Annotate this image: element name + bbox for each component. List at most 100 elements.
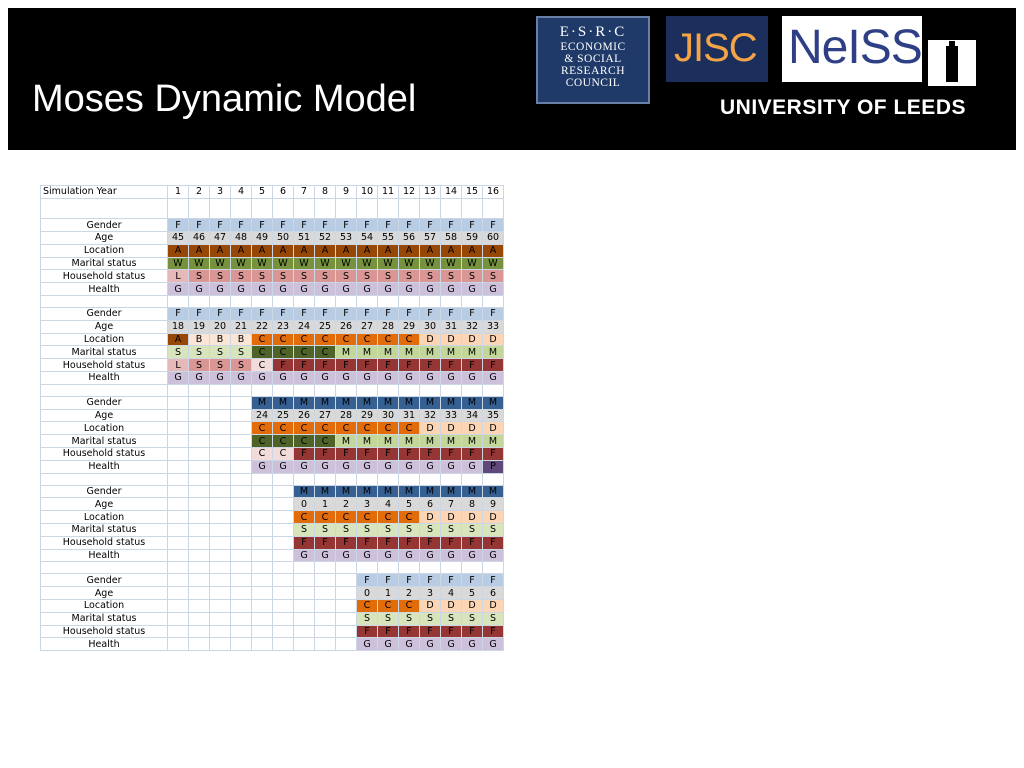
attribute-cell: C	[251, 358, 273, 373]
attribute-cell	[272, 497, 294, 512]
attribute-cell: M	[314, 484, 336, 499]
attribute-cell: C	[314, 510, 336, 525]
spacer-cell	[272, 197, 294, 220]
attribute-label: Household status	[40, 269, 168, 284]
attribute-cell: F	[167, 307, 189, 321]
attribute-cell: L	[167, 358, 189, 373]
attribute-row: Household status F F F F F F F	[40, 624, 504, 639]
attribute-cell: S	[272, 269, 294, 284]
attribute-cell: M	[356, 395, 378, 410]
spacer-cell	[188, 197, 210, 220]
attribute-cell: 5	[461, 586, 483, 601]
attribute-row: Health G G G G G G G G G G G G G G G G	[40, 371, 504, 385]
year-header-cell: 9	[335, 185, 357, 199]
attribute-label: Age	[40, 319, 168, 334]
attribute-cell: S	[482, 269, 504, 284]
attribute-cell	[209, 573, 231, 588]
university-of-leeds-logo: UNIVERSITY OF LEEDS	[720, 96, 966, 119]
attribute-cell: M	[440, 345, 462, 360]
attribute-cell: F	[356, 218, 378, 233]
attribute-cell: G	[314, 548, 336, 563]
attribute-cell	[209, 611, 231, 626]
year-header-cell: 13	[419, 185, 441, 199]
attribute-cell: G	[398, 371, 420, 385]
attribute-cell: M	[461, 395, 483, 410]
attribute-cell: F	[440, 624, 462, 639]
attribute-cell: F	[293, 447, 315, 461]
attribute-cell	[293, 573, 315, 588]
attribute-cell: C	[293, 434, 315, 449]
attribute-cell: G	[398, 548, 420, 563]
attribute-cell: 29	[398, 319, 420, 334]
attribute-cell: M	[482, 395, 504, 410]
attribute-cell	[251, 497, 273, 512]
attribute-cell: G	[251, 282, 273, 297]
attribute-cell: D	[482, 332, 504, 347]
year-header-cell: 3	[209, 185, 231, 199]
attribute-cell: G	[461, 459, 483, 474]
attribute-cell: G	[482, 637, 504, 652]
attribute-cell: M	[482, 434, 504, 449]
spacer-cell	[440, 295, 462, 309]
attribute-label: Age	[40, 231, 168, 245]
attribute-cell: S	[419, 523, 441, 537]
attribute-cell	[167, 510, 189, 525]
attribute-cell: F	[419, 573, 441, 588]
attribute-cell: S	[419, 611, 441, 626]
attribute-row: Location C C C C C C D D D D	[40, 510, 504, 525]
attribute-cell: 51	[293, 231, 315, 245]
attribute-row: Marital status C C C C M M M M M M M M	[40, 434, 504, 449]
attribute-cell: F	[314, 447, 336, 461]
attribute-cell: G	[398, 459, 420, 474]
attribute-cell: 1	[377, 586, 399, 601]
attribute-cell: 21	[230, 319, 252, 334]
spacer-cell	[356, 383, 378, 397]
attribute-cell: C	[335, 510, 357, 525]
attribute-label: Marital status	[40, 523, 168, 537]
attribute-cell: S	[461, 269, 483, 284]
attribute-cell: F	[314, 358, 336, 373]
attribute-cell: C	[314, 434, 336, 449]
attribute-cell: G	[377, 459, 399, 474]
attribute-label: Gender	[40, 218, 168, 233]
attribute-cell: W	[461, 256, 483, 271]
attribute-cell: M	[356, 484, 378, 499]
attribute-cell: M	[440, 395, 462, 410]
attribute-cell: C	[293, 345, 315, 360]
attribute-cell: G	[461, 637, 483, 652]
attribute-cell: F	[482, 624, 504, 639]
attribute-cell: 33	[440, 408, 462, 423]
attribute-cell: F	[230, 307, 252, 321]
spacer-cell	[482, 295, 504, 309]
attribute-cell: G	[293, 371, 315, 385]
attribute-cell: G	[377, 637, 399, 652]
attribute-cell: C	[251, 447, 273, 461]
spacer-cell	[314, 561, 336, 575]
spacer-cell	[188, 472, 210, 486]
attribute-cell	[188, 497, 210, 512]
attribute-cell: S	[167, 345, 189, 360]
attribute-cell	[167, 535, 189, 550]
spacer-cell	[314, 295, 336, 309]
attribute-cell: M	[377, 345, 399, 360]
attribute-cell: 35	[482, 408, 504, 423]
attribute-cell	[272, 510, 294, 525]
attribute-label: Age	[40, 497, 168, 512]
page-title: Moses Dynamic Model	[32, 78, 417, 120]
attribute-cell: F	[335, 218, 357, 233]
attribute-cell: G	[440, 548, 462, 563]
attribute-cell: A	[314, 243, 336, 258]
spacer-cell	[251, 383, 273, 397]
attribute-cell: 28	[377, 319, 399, 334]
attribute-cell: 30	[419, 319, 441, 334]
attribute-cell: M	[461, 484, 483, 499]
attribute-cell: F	[356, 624, 378, 639]
attribute-cell: D	[440, 599, 462, 613]
attribute-cell: F	[209, 307, 231, 321]
attribute-cell: F	[482, 307, 504, 321]
spacer-cell	[314, 383, 336, 397]
attribute-cell: F	[335, 447, 357, 461]
attribute-cell: G	[251, 371, 273, 385]
attribute-cell: M	[461, 345, 483, 360]
attribute-cell	[167, 459, 189, 474]
